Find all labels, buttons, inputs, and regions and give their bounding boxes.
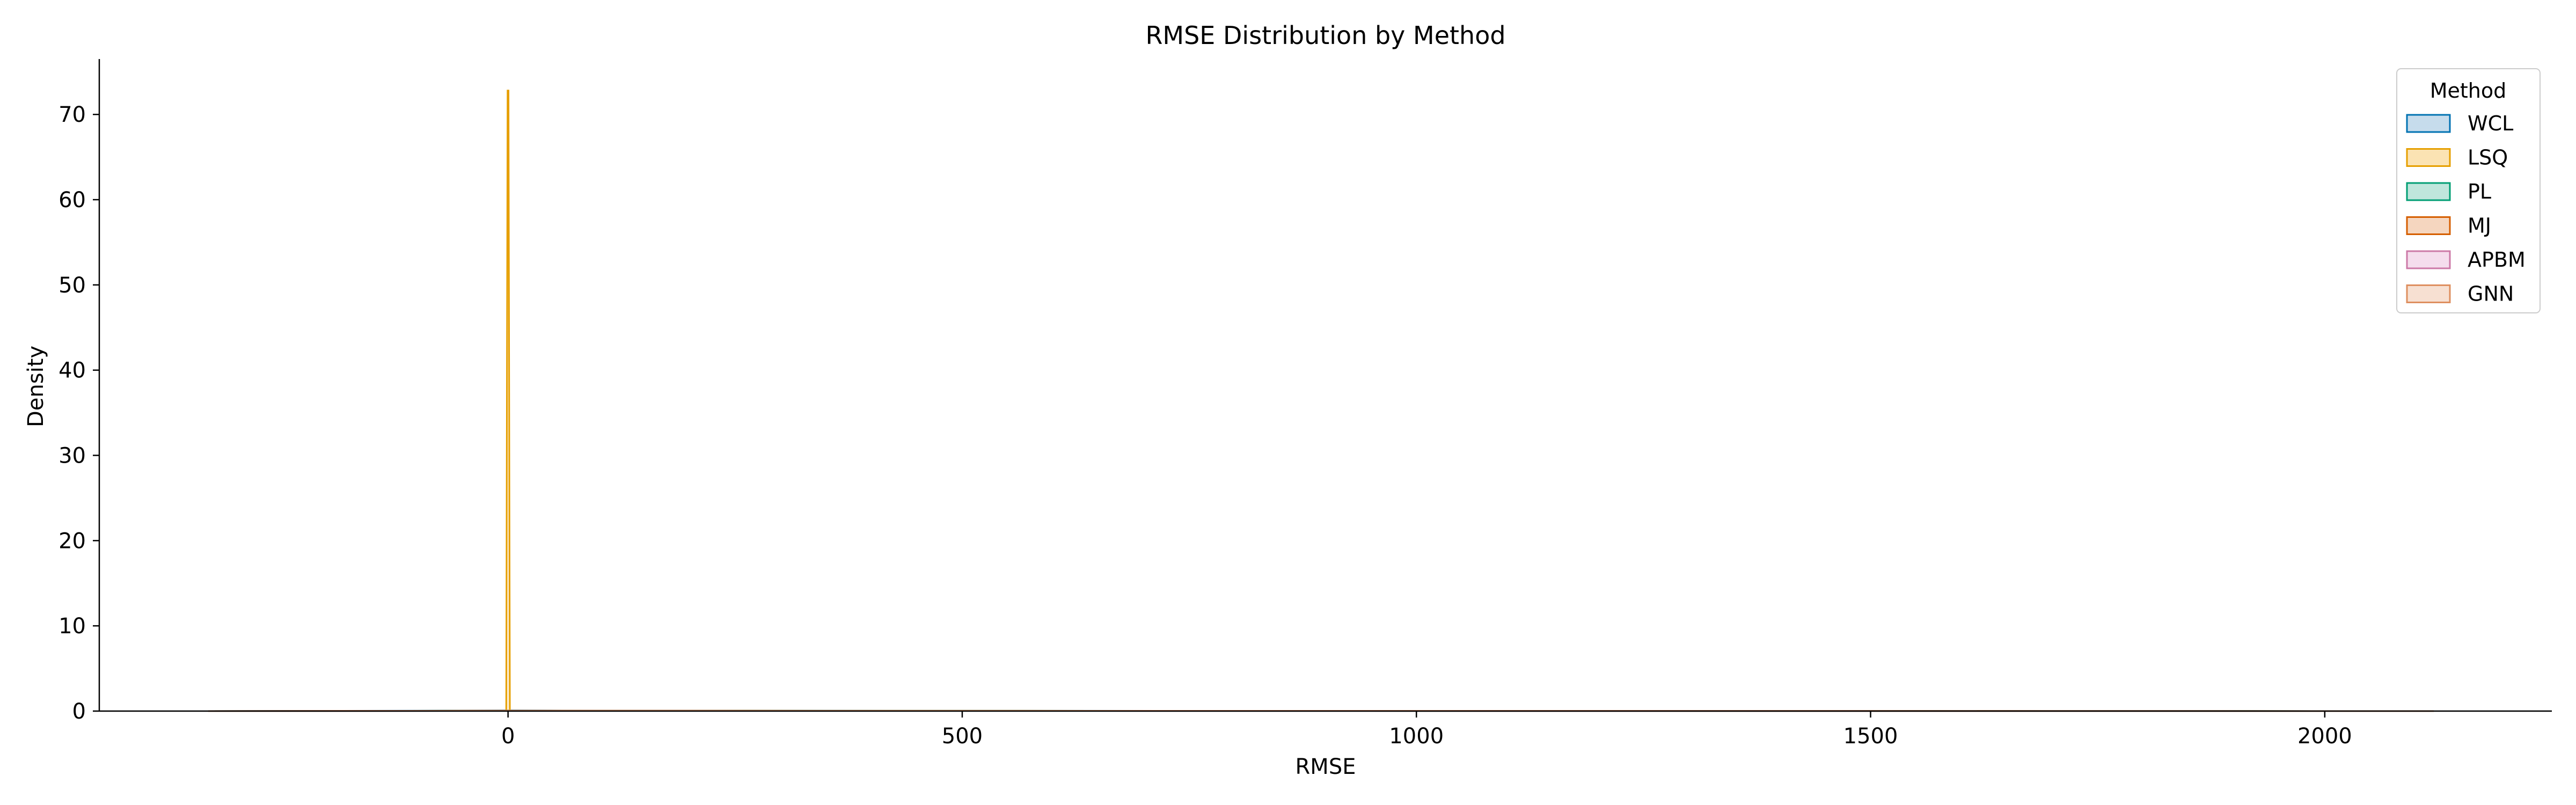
- density-line-lsq: [505, 90, 511, 712]
- legend-swatch-pl: [2406, 182, 2451, 201]
- x-tick-label: 0: [501, 724, 515, 749]
- y-axis-label: Density: [24, 346, 48, 427]
- y-tick-label: 0: [72, 699, 86, 724]
- legend-title: Method: [2430, 79, 2507, 103]
- x-tick-label: 500: [942, 724, 983, 749]
- legend-label-mj: MJ: [2468, 214, 2491, 238]
- x-tick-label: 1500: [1843, 724, 1898, 749]
- y-tick-label: 30: [58, 444, 86, 469]
- legend-label-lsq: LSQ: [2468, 146, 2508, 170]
- plot-area: [208, 90, 2434, 712]
- y-tick-label: 50: [58, 273, 86, 298]
- x-axis-ticks: 0 500 1000 1500 2000: [501, 711, 2352, 749]
- y-tick-label: 60: [58, 188, 86, 213]
- x-axis-label: RMSE: [1296, 755, 1356, 779]
- legend-label-gnn: GNN: [2468, 282, 2514, 306]
- y-tick-label: 10: [58, 614, 86, 639]
- legend-items: WCL LSQ PL MJ APBM GNN: [2406, 112, 2526, 306]
- y-tick-label: 70: [58, 103, 86, 127]
- legend-label-wcl: WCL: [2468, 112, 2513, 135]
- legend-swatch-wcl: [2406, 114, 2451, 133]
- legend-swatch-lsq: [2406, 148, 2451, 167]
- y-tick-label: 20: [58, 529, 86, 553]
- x-tick-label: 2000: [2297, 724, 2352, 749]
- y-axis-ticks: 0 10 20 30 40 50 60 70: [58, 103, 99, 724]
- legend-swatch-apbm: [2406, 250, 2451, 269]
- legend-swatch-gnn: [2406, 284, 2451, 303]
- legend-swatch-mj: [2406, 216, 2451, 235]
- y-tick-label: 40: [58, 358, 86, 383]
- x-tick-label: 1000: [1389, 724, 1444, 749]
- chart-title: RMSE Distribution by Method: [1145, 21, 1505, 50]
- legend-label-apbm: APBM: [2468, 248, 2526, 272]
- legend: Method WCL LSQ PL MJ APBM GNN: [2396, 68, 2541, 313]
- legend-label-pl: PL: [2468, 180, 2491, 203]
